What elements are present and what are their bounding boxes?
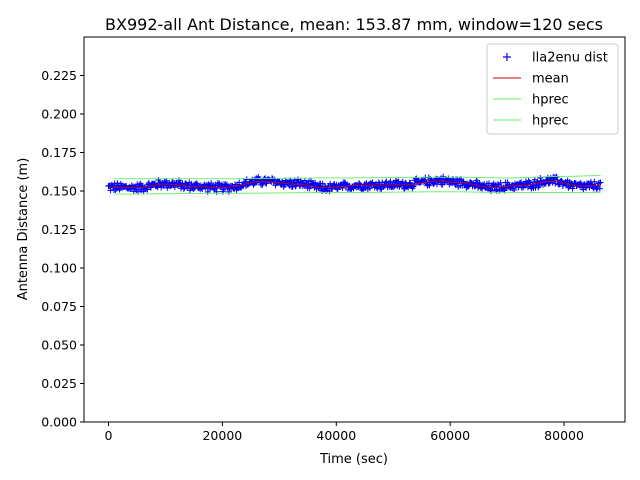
data-point <box>204 188 211 195</box>
data-point <box>426 182 433 189</box>
data-point <box>180 185 187 192</box>
data-point <box>184 182 191 189</box>
data-point <box>544 174 551 181</box>
data-point <box>223 181 230 188</box>
x-axis-title: Time (sec) <box>319 452 388 467</box>
series-line-hprec-2 <box>114 175 601 180</box>
data-point <box>425 181 432 188</box>
y-tick-label: 0.075 <box>41 299 77 314</box>
data-point <box>445 175 452 182</box>
data-point <box>511 187 518 194</box>
data-point <box>350 185 357 192</box>
data-point <box>529 183 536 190</box>
legend-item: hprec <box>493 93 569 108</box>
legend-label: mean <box>532 72 569 87</box>
data-point <box>339 185 346 192</box>
y-tick-label: 0.100 <box>41 261 77 276</box>
x-axis: 0 20000 40000 60000 80000 <box>105 422 584 443</box>
data-point <box>289 183 296 190</box>
y-tick-label: 0.175 <box>41 145 77 160</box>
data-point <box>509 185 516 192</box>
data-point <box>260 179 267 186</box>
x-tick-label: 80000 <box>544 428 584 443</box>
y-tick-label: 0.150 <box>41 184 77 199</box>
chart-title: BX992-all Ant Distance, mean: 153.87 mm,… <box>105 15 603 34</box>
data-point <box>549 179 556 186</box>
series-line-hprec-3 <box>114 191 601 195</box>
data-point <box>569 185 576 192</box>
series-line-mean-1 <box>108 180 601 189</box>
data-point <box>464 183 471 190</box>
series-layer <box>105 173 604 195</box>
y-tick-label: 0.025 <box>41 376 77 391</box>
legend-label: hprec <box>532 114 569 129</box>
y-axis-title: Antenna Distance (m) <box>16 158 31 301</box>
y-axis: 0.000 0.025 0.050 0.075 0.100 0.125 0.150 0.175… <box>41 68 84 430</box>
data-point <box>225 188 232 195</box>
y-tick-label: 0.225 <box>41 68 77 83</box>
data-point <box>256 176 263 183</box>
data-point <box>597 179 604 186</box>
data-point <box>212 185 219 192</box>
y-tick-label: 0.050 <box>41 338 77 353</box>
data-point <box>399 178 406 185</box>
x-tick-label: 0 <box>105 428 113 443</box>
x-tick-label: 60000 <box>430 428 470 443</box>
data-point <box>319 180 326 187</box>
data-point <box>596 185 603 192</box>
data-point <box>387 178 394 185</box>
data-point <box>488 187 495 194</box>
data-point <box>144 186 151 193</box>
data-point <box>494 181 501 188</box>
legend-label: hprec <box>532 93 569 108</box>
data-point <box>308 177 315 184</box>
data-point <box>537 175 544 182</box>
data-point <box>190 186 197 193</box>
legend: lla2enu dist mean hprec hprec <box>486 43 619 135</box>
data-point <box>243 176 250 183</box>
y-tick-label: 0.125 <box>41 222 77 237</box>
legend-label: lla2enu dist <box>532 51 608 66</box>
x-tick-label: 40000 <box>316 428 356 443</box>
legend-item: hprec <box>493 114 569 129</box>
data-point <box>591 178 598 185</box>
data-point <box>205 181 212 188</box>
data-point <box>263 180 270 187</box>
x-tick-label: 20000 <box>202 428 242 443</box>
legend-box <box>486 43 619 135</box>
data-point <box>136 181 143 188</box>
plot-frame <box>83 36 626 423</box>
data-point <box>476 180 483 187</box>
legend-item: mean <box>493 72 569 87</box>
legend-marker <box>503 53 511 61</box>
y-tick-label: 0.200 <box>41 107 77 122</box>
data-point <box>535 184 542 191</box>
data-point <box>251 180 258 187</box>
legend-item: lla2enu dist <box>503 51 608 66</box>
y-tick-label: 0.000 <box>41 415 77 430</box>
data-point <box>366 185 373 192</box>
